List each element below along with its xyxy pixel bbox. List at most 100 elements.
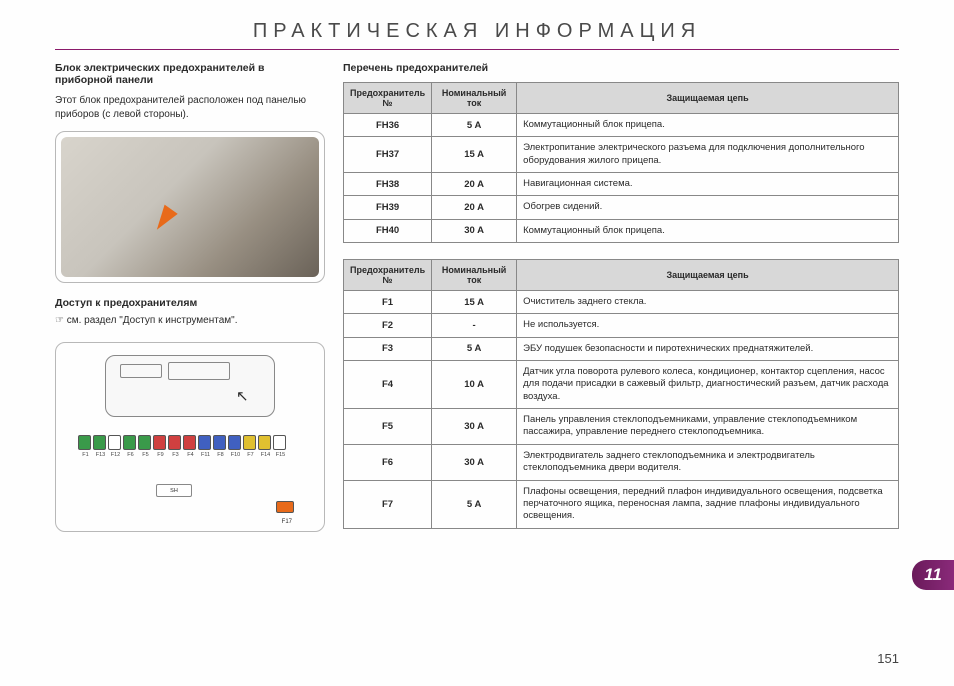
cell-amp: -: [432, 314, 517, 337]
cell-fuse-num: FH40: [344, 219, 432, 242]
table-row: F530 AПанель управления стеклоподъемника…: [344, 409, 899, 445]
fuse-label: F6: [123, 452, 138, 458]
cell-fuse-num: F4: [344, 361, 432, 409]
cell-fuse-num: FH39: [344, 196, 432, 219]
header-fuse-num: Предохранитель №: [344, 83, 432, 114]
cell-fuse-num: FH38: [344, 173, 432, 196]
cell-circuit: Очиститель заднего стекла.: [517, 291, 899, 314]
fuse-icon: [198, 435, 211, 450]
header-amp: Номинальный ток: [432, 260, 517, 291]
fuse-label: F7: [243, 452, 258, 458]
table-row: FH3820 AНавигационная система.: [344, 173, 899, 196]
cell-circuit: Обогрев сидений.: [517, 196, 899, 219]
cursor-icon: ↖: [236, 387, 249, 405]
table-row: F2-Не используется.: [344, 314, 899, 337]
content-row: Блок электрических предохранителей в при…: [0, 62, 954, 545]
cell-fuse-num: F6: [344, 444, 432, 480]
cell-fuse-num: F7: [344, 480, 432, 528]
fuse-icon: [273, 435, 286, 450]
cell-circuit: Электропитание электрического разъема дл…: [517, 137, 899, 173]
fuse-label: F9: [153, 452, 168, 458]
page-title: ПРАКТИЧЕСКАЯ ИНФОРМАЦИЯ: [0, 20, 954, 43]
diagram-panel: [105, 355, 275, 417]
fuse-icon: [93, 435, 106, 450]
fuse-icon: [108, 435, 121, 450]
fuse-icon: [78, 435, 91, 450]
cell-circuit: Панель управления стеклоподъемниками, уп…: [517, 409, 899, 445]
cell-amp: 30 A: [432, 219, 517, 242]
cell-fuse-num: FH36: [344, 114, 432, 137]
fuse-icon: [183, 435, 196, 450]
fuse-table-1: Предохранитель № Номинальный ток Защищае…: [343, 82, 899, 243]
table-row: F630 AЭлектродвигатель заднего стеклопод…: [344, 444, 899, 480]
table-row: F410 AДатчик угла поворота рулевого коле…: [344, 361, 899, 409]
cell-circuit: Коммутационный блок прицепа.: [517, 114, 899, 137]
header-circuit: Защищаемая цепь: [517, 83, 899, 114]
fuse-icon: [138, 435, 151, 450]
page-number: 151: [877, 651, 899, 666]
table-row: FH4030 AКоммутационный блок прицепа.: [344, 219, 899, 242]
fuse-label: F10: [228, 452, 243, 458]
cell-circuit: Плафоны освещения, передний плафон индив…: [517, 480, 899, 528]
block-body: Этот блок предохранителей расположен под…: [55, 94, 325, 121]
table-row: F75 AПлафоны освещения, передний плафон …: [344, 480, 899, 528]
fuse-labels: F1F13F12F6F5F9F3F4F11F8F10F7F14F15: [78, 452, 316, 458]
fuse-label: F1: [78, 452, 93, 458]
cell-circuit: ЭБУ подушек безопасности и пиротехническ…: [517, 337, 899, 360]
cell-amp: 15 A: [432, 137, 517, 173]
fuse-icon: [123, 435, 136, 450]
cell-circuit: Не используется.: [517, 314, 899, 337]
cell-circuit: Электродвигатель заднего стеклоподъемник…: [517, 444, 899, 480]
table-row: F35 AЭБУ подушек безопасности и пиротехн…: [344, 337, 899, 360]
fuse-label: F8: [213, 452, 228, 458]
cell-amp: 20 A: [432, 173, 517, 196]
table-header-row: Предохранитель № Номинальный ток Защищае…: [344, 260, 899, 291]
fuse-label: F15: [273, 452, 288, 458]
table-row: FH365 AКоммутационный блок прицепа.: [344, 114, 899, 137]
left-column: Блок электрических предохранителей в при…: [55, 62, 325, 545]
fuse-row: [78, 435, 316, 450]
fuse-label: F3: [168, 452, 183, 458]
cell-fuse-num: F5: [344, 409, 432, 445]
cell-amp: 10 A: [432, 361, 517, 409]
block-heading: Блок электрических предохранителей в при…: [55, 62, 325, 86]
table-row: FH3920 AОбогрев сидений.: [344, 196, 899, 219]
section-tab: 11: [912, 560, 954, 590]
f17-label: F17: [282, 519, 292, 525]
fuse-location-photo: [61, 137, 319, 277]
fuse-label: F4: [183, 452, 198, 458]
title-underline: [55, 49, 899, 50]
fuse-icon: [153, 435, 166, 450]
cell-amp: 5 A: [432, 114, 517, 137]
fuse-icon: [228, 435, 241, 450]
cell-circuit: Коммутационный блок прицепа.: [517, 219, 899, 242]
fuse-icon: [243, 435, 256, 450]
right-column: Перечень предохранителей Предохранитель …: [343, 62, 899, 545]
access-heading: Доступ к предохранителям: [55, 297, 325, 309]
cell-circuit: Датчик угла поворота рулевого колеса, ко…: [517, 361, 899, 409]
cell-amp: 30 A: [432, 409, 517, 445]
fuse-label: F11: [198, 452, 213, 458]
table-row: F115 AОчиститель заднего стекла.: [344, 291, 899, 314]
header-amp: Номинальный ток: [432, 83, 517, 114]
header-fuse-num: Предохранитель №: [344, 260, 432, 291]
cell-fuse-num: F1: [344, 291, 432, 314]
header-circuit: Защищаемая цепь: [517, 260, 899, 291]
fuse-icon: [168, 435, 181, 450]
access-ref: ☞ см. раздел "Доступ к инструментам".: [55, 315, 325, 326]
cell-circuit: Навигационная система.: [517, 173, 899, 196]
arrow-icon: [150, 205, 177, 235]
cell-fuse-num: FH37: [344, 137, 432, 173]
cell-fuse-num: F2: [344, 314, 432, 337]
cell-amp: 5 A: [432, 337, 517, 360]
fuse-icon: [258, 435, 271, 450]
fuse-label: F12: [108, 452, 123, 458]
sh-box: SH: [156, 484, 192, 497]
cell-amp: 20 A: [432, 196, 517, 219]
fuse-label: F13: [93, 452, 108, 458]
cell-amp: 5 A: [432, 480, 517, 528]
table-title: Перечень предохранителей: [343, 62, 899, 74]
photo-box: [55, 131, 325, 283]
cell-fuse-num: F3: [344, 337, 432, 360]
cell-amp: 15 A: [432, 291, 517, 314]
